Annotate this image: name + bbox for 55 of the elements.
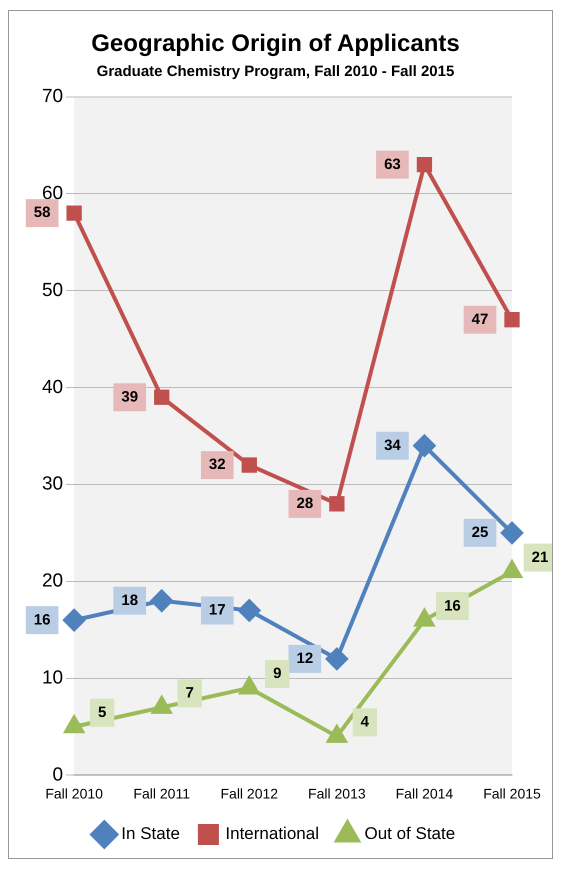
y-tick-label: 20 <box>42 570 64 592</box>
data-label: 63 <box>384 156 401 173</box>
data-label: 39 <box>121 388 138 406</box>
point <box>326 648 348 670</box>
x-tick-label: Fall 2011 <box>133 785 190 802</box>
point <box>242 457 257 473</box>
data-label: 17 <box>208 602 226 619</box>
point <box>154 390 170 405</box>
data-label: 18 <box>121 592 138 609</box>
legend-label: Out of State <box>364 824 456 844</box>
legend-label: In State <box>121 824 180 844</box>
x-tick-label: Fall 2014 <box>396 785 454 802</box>
y-tick-label: 70 <box>42 86 64 108</box>
point <box>238 599 260 622</box>
data-label: 16 <box>444 597 461 614</box>
data-label: 21 <box>532 548 548 566</box>
point <box>239 676 260 694</box>
x-tick-label: Fall 2015 <box>483 785 542 802</box>
point <box>63 609 86 632</box>
y-tick-label: 50 <box>42 280 64 301</box>
x-tick-label: Fall 2013 <box>308 785 366 802</box>
point <box>329 496 345 512</box>
data-label: 58 <box>34 204 50 222</box>
point <box>414 609 434 627</box>
legend-label: International <box>225 824 319 844</box>
data-label: 5 <box>98 704 106 721</box>
x-tick-label: Fall 2012 <box>220 785 278 802</box>
point <box>416 156 432 172</box>
point <box>501 522 523 544</box>
data-label: 47 <box>472 310 488 328</box>
point <box>64 716 84 734</box>
data-label: 9 <box>273 665 282 682</box>
data-label: 4 <box>360 714 370 731</box>
chart-title: Geographic Origin of Applicants <box>91 30 460 58</box>
chart-subtitle: Graduate Chemistry Program, Fall 2010 - Fall 2015 <box>96 62 454 80</box>
data-label: 7 <box>186 684 194 702</box>
data-label: 12 <box>296 650 314 668</box>
x-tick-label: Fall 2010 <box>45 785 104 802</box>
point <box>413 434 436 457</box>
y-tick-label: 40 <box>42 376 64 398</box>
data-label: 16 <box>34 611 50 628</box>
data-label: 32 <box>208 456 226 474</box>
y-tick-label: 0 <box>52 764 64 786</box>
point <box>66 205 82 221</box>
point <box>502 560 522 578</box>
data-label: 34 <box>384 436 402 454</box>
point <box>152 696 172 714</box>
point <box>150 590 173 612</box>
point <box>504 312 520 328</box>
point <box>327 725 347 743</box>
y-tick-label: 60 <box>42 182 64 204</box>
data-label: 28 <box>296 494 314 512</box>
y-tick-label: 10 <box>42 668 64 689</box>
data-label: 25 <box>472 524 488 542</box>
y-tick-label: 30 <box>42 474 64 495</box>
